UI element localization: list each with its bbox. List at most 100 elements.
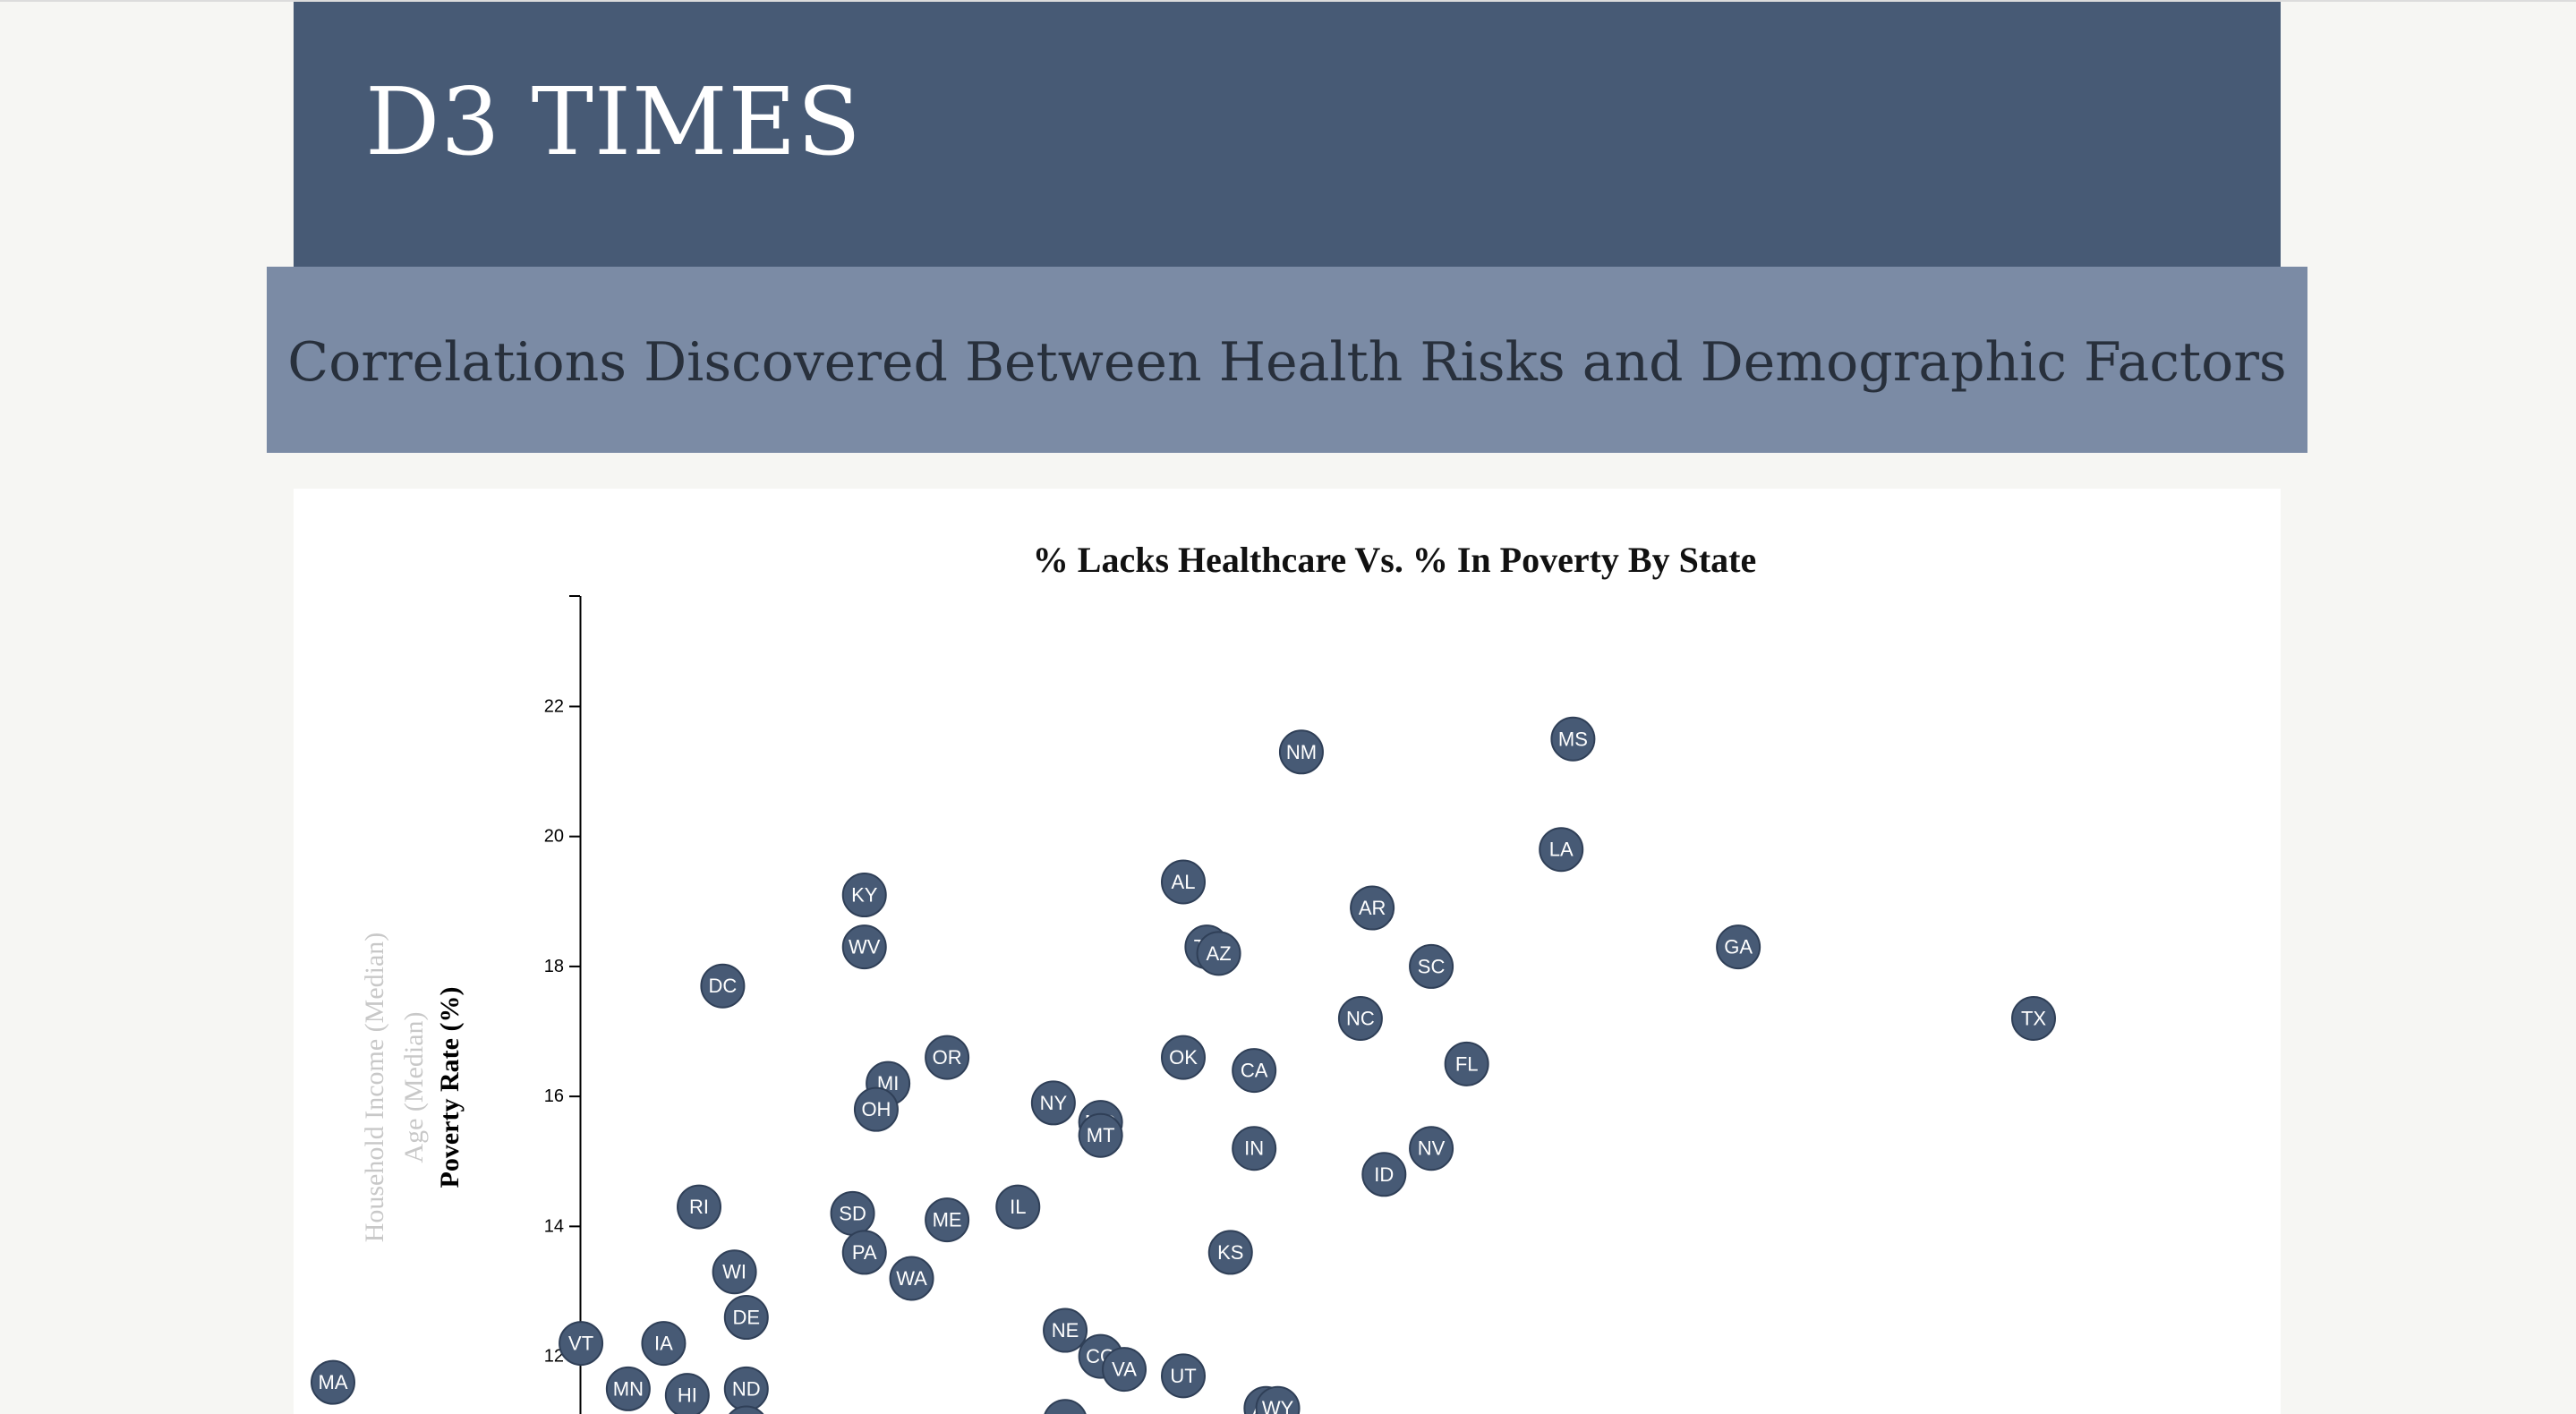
state-circle[interactable] — [925, 1035, 970, 1080]
y-axis-label-option[interactable]: Household Income (Median) — [360, 933, 389, 1243]
state-circle[interactable] — [1232, 1048, 1277, 1094]
state-marker[interactable]: IA — [641, 1321, 687, 1367]
state-circle[interactable] — [1207, 1230, 1253, 1275]
state-marker[interactable]: WI — [712, 1249, 757, 1295]
state-marker[interactable]: OH — [853, 1086, 899, 1132]
state-marker[interactable]: SD — [830, 1190, 875, 1236]
state-marker[interactable]: MS — [1550, 716, 1596, 762]
state-abbr-label: NE — [1052, 1319, 1079, 1342]
state-circle[interactable] — [1278, 729, 1324, 775]
state-circle[interactable] — [1030, 1080, 1076, 1126]
state-circle[interactable] — [1078, 1112, 1123, 1158]
state-marker[interactable]: VT — [559, 1321, 604, 1367]
state-circle[interactable] — [1361, 1152, 1407, 1197]
state-marker[interactable]: AL — [1161, 859, 1206, 905]
state-marker[interactable]: OK — [1161, 1035, 1206, 1080]
state-circle[interactable] — [712, 1249, 757, 1295]
state-circle[interactable] — [2011, 996, 2056, 1041]
state-circle[interactable] — [995, 1184, 1041, 1230]
state-marker[interactable]: KY — [841, 873, 887, 918]
state-circle[interactable] — [1337, 996, 1383, 1041]
state-marker[interactable]: MT — [1078, 1112, 1123, 1158]
y-tick-label: 12 — [544, 1347, 564, 1367]
state-marker[interactable]: MN — [605, 1366, 651, 1411]
state-circle[interactable] — [1044, 1399, 1087, 1414]
state-marker[interactable]: FL — [1444, 1041, 1489, 1086]
state-circle[interactable] — [1102, 1347, 1147, 1393]
state-circle[interactable] — [841, 1230, 887, 1275]
state-marker[interactable]: WA — [889, 1256, 934, 1301]
y-axis-label-active[interactable]: Poverty Rate (%) — [435, 987, 465, 1188]
state-circle[interactable] — [841, 873, 887, 918]
state-circle[interactable] — [1539, 827, 1584, 873]
state-marker[interactable]: NV — [1409, 1126, 1454, 1171]
state-circle[interactable] — [641, 1321, 687, 1367]
state-circle[interactable] — [1043, 1308, 1088, 1353]
state-abbr-label: DC — [709, 975, 738, 997]
state-circle[interactable] — [925, 1197, 970, 1243]
state-abbr-label: IL — [1010, 1196, 1026, 1218]
state-marker[interactable]: NM — [1278, 729, 1324, 775]
state-marker[interactable]: MA — [311, 1359, 355, 1405]
state-marker[interactable]: AR — [1350, 885, 1395, 931]
state-marker[interactable]: PA — [841, 1230, 887, 1275]
state-circle[interactable] — [723, 1295, 769, 1341]
state-circle[interactable] — [1716, 924, 1761, 970]
state-abbr-label: MN — [613, 1377, 644, 1400]
state-circle[interactable] — [725, 1405, 768, 1414]
state-marker[interactable]: KS — [1207, 1230, 1253, 1275]
state-circle[interactable] — [1161, 1035, 1206, 1080]
state-circle[interactable] — [1350, 885, 1395, 931]
state-circle[interactable] — [1409, 943, 1454, 989]
state-circle[interactable] — [1161, 1353, 1206, 1399]
state-circle[interactable] — [889, 1256, 934, 1301]
state-circle[interactable] — [1255, 1385, 1301, 1414]
state-circle[interactable] — [1232, 1126, 1277, 1171]
state-circle[interactable] — [664, 1373, 710, 1414]
state-abbr-label: AR — [1359, 897, 1386, 919]
state-marker[interactable]: NJ — [1044, 1399, 1087, 1414]
state-circle[interactable] — [1444, 1041, 1489, 1086]
state-marker[interactable]: NE — [1043, 1308, 1088, 1353]
state-marker[interactable]: IN — [1232, 1126, 1277, 1171]
state-marker[interactable]: RI — [677, 1184, 722, 1230]
state-marker[interactable]: AZ — [1196, 931, 1241, 976]
state-marker[interactable]: OR — [925, 1035, 970, 1080]
state-marker[interactable]: LA — [1539, 827, 1584, 873]
state-marker[interactable]: GA — [1716, 924, 1761, 970]
state-abbr-label: GA — [1724, 936, 1753, 958]
state-circle[interactable] — [311, 1359, 355, 1405]
state-marker[interactable]: HI — [664, 1373, 710, 1414]
state-marker[interactable]: CA — [1232, 1048, 1277, 1094]
state-marker[interactable]: DE — [723, 1295, 769, 1341]
state-marker[interactable]: NY — [1030, 1080, 1076, 1126]
state-abbr-label: WY — [1262, 1397, 1294, 1414]
state-marker[interactable]: NC — [1337, 996, 1383, 1041]
state-marker[interactable]: TX — [2011, 996, 2056, 1041]
state-circle[interactable] — [1409, 1126, 1454, 1171]
state-marker[interactable]: DC — [700, 963, 746, 1009]
state-marker[interactable]: ID — [1361, 1152, 1407, 1197]
state-circle[interactable] — [559, 1321, 604, 1367]
state-circle[interactable] — [853, 1086, 899, 1132]
state-abbr-label: TX — [2021, 1008, 2046, 1030]
state-circle[interactable] — [677, 1184, 722, 1230]
state-marker[interactable]: WV — [841, 924, 887, 970]
state-marker[interactable]: ND — [723, 1366, 769, 1411]
state-marker[interactable]: ME — [925, 1197, 970, 1243]
state-circle[interactable] — [1161, 859, 1206, 905]
y-tick-label: 22 — [544, 696, 564, 716]
state-circle[interactable] — [1196, 931, 1241, 976]
state-marker[interactable]: VA — [1102, 1347, 1147, 1393]
state-marker[interactable]: CT — [725, 1405, 768, 1414]
state-circle[interactable] — [605, 1366, 651, 1411]
state-circle[interactable] — [841, 924, 887, 970]
y-axis-label-option[interactable]: Age (Median) — [399, 1011, 429, 1163]
state-marker[interactable]: WY — [1255, 1385, 1301, 1414]
state-circle[interactable] — [1550, 716, 1596, 762]
state-abbr-label: WI — [722, 1261, 746, 1283]
state-marker[interactable]: UT — [1161, 1353, 1206, 1399]
state-marker[interactable]: IL — [995, 1184, 1041, 1230]
state-marker[interactable]: SC — [1409, 943, 1454, 989]
state-circle[interactable] — [700, 963, 746, 1009]
